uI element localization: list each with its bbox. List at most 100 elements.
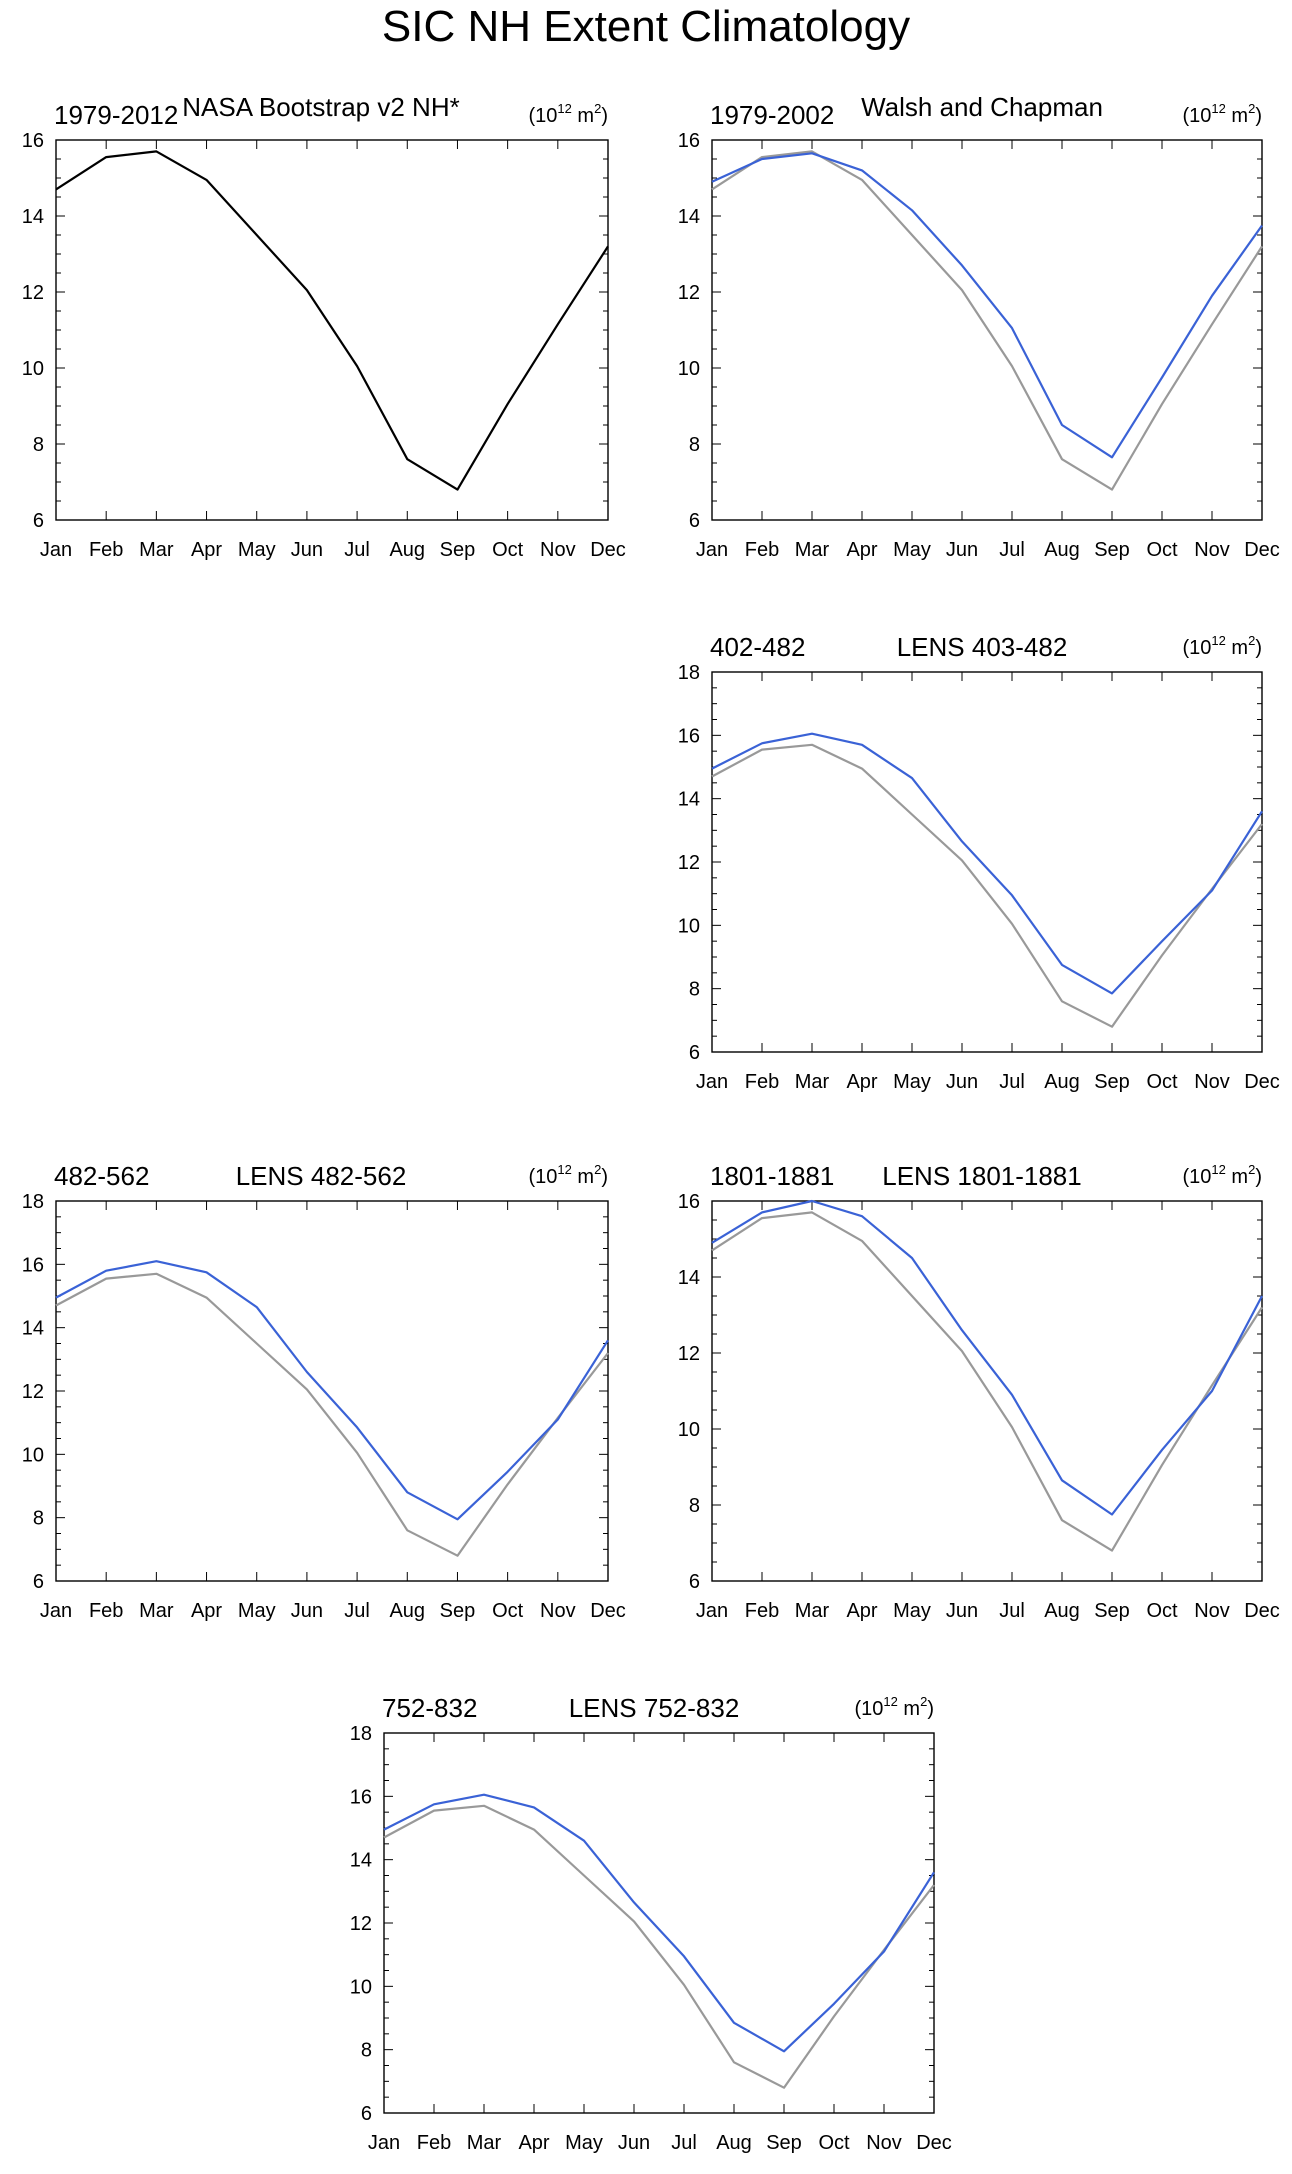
series-line-model bbox=[711, 1199, 1263, 1516]
x-tick-label: Feb bbox=[745, 1071, 779, 1093]
x-tick-label: Feb bbox=[89, 1600, 123, 1622]
y-tick-label: 10 bbox=[350, 1976, 372, 1998]
panel-walsh-chapman: 1979-2002 Walsh and Chapman (1012 m2)68101… bbox=[678, 92, 1280, 561]
y-tick-label: 6 bbox=[689, 1042, 700, 1064]
x-tick-label: Sep bbox=[766, 2132, 802, 2154]
units-open: (10 bbox=[1183, 637, 1212, 659]
x-tick-label: Nov bbox=[540, 1600, 576, 1622]
series-line-obs bbox=[711, 1211, 1263, 1552]
x-tick-label: Apr bbox=[191, 1600, 222, 1622]
x-tick-label: May bbox=[565, 2132, 603, 2154]
period-label: 1979-2002 bbox=[710, 100, 834, 130]
x-tick-label: Apr bbox=[846, 539, 877, 561]
y-tick-label: 16 bbox=[678, 725, 700, 747]
panel-title: LENS 403-482 bbox=[897, 632, 1068, 662]
units-close: ) bbox=[1255, 1166, 1262, 1188]
y-tick-label: 18 bbox=[22, 1191, 44, 1213]
x-tick-label: Dec bbox=[590, 1600, 626, 1622]
x-tick-label: Dec bbox=[1244, 1600, 1280, 1622]
y-tick-label: 6 bbox=[33, 510, 44, 532]
units-exponent-2: 2 bbox=[594, 101, 601, 116]
y-tick-label: 16 bbox=[678, 130, 700, 152]
x-tick-label: Jul bbox=[671, 2132, 697, 2154]
y-tick-label: 6 bbox=[689, 510, 700, 532]
panel-title: LENS 482-562 bbox=[236, 1161, 407, 1191]
y-tick-label: 8 bbox=[33, 1508, 44, 1530]
y-tick-label: 8 bbox=[689, 434, 700, 456]
x-tick-label: May bbox=[893, 1600, 931, 1622]
units-unit: m bbox=[1226, 105, 1248, 127]
y-tick-label: 10 bbox=[678, 1419, 700, 1441]
period-label: 1979-2012 bbox=[54, 100, 178, 130]
y-tick-label: 14 bbox=[678, 789, 700, 811]
units-exponent-2: 2 bbox=[1248, 1162, 1255, 1177]
x-tick-label: Jul bbox=[999, 1071, 1025, 1093]
y-tick-label: 8 bbox=[689, 1495, 700, 1517]
units-label: (1012 m2) bbox=[529, 101, 609, 127]
y-tick-label: 12 bbox=[22, 282, 44, 304]
panel-lens-482-562: 482-562 LENS 482-562 (1012 m2)681012141618… bbox=[22, 1161, 626, 1622]
panel-nasa-bootstrap: 1979-2012 NASA Bootstrap v2 NH* (1012 m2)6… bbox=[22, 92, 626, 561]
x-tick-label: Dec bbox=[1244, 539, 1280, 561]
series-line-model bbox=[711, 732, 1263, 995]
y-tick-label: 6 bbox=[361, 2103, 372, 2125]
units-open: (10 bbox=[529, 105, 558, 127]
units-exponent-2: 2 bbox=[1248, 633, 1255, 648]
x-tick-label: Oct bbox=[492, 539, 524, 561]
x-tick-label: Dec bbox=[590, 539, 626, 561]
x-tick-label: Aug bbox=[1044, 1600, 1080, 1622]
plot-frame bbox=[711, 671, 1263, 1053]
y-tick-label: 16 bbox=[22, 130, 44, 152]
units-close: ) bbox=[601, 1166, 608, 1188]
y-tick-label: 6 bbox=[33, 1571, 44, 1593]
panel-lens-752-832: 752-832 LENS 752-832 (1012 m2)681012141618… bbox=[350, 1693, 952, 2154]
series-line-obs bbox=[383, 1804, 935, 2089]
plot-frame bbox=[55, 1200, 609, 1582]
x-tick-label: Feb bbox=[745, 539, 779, 561]
x-tick-label: Apr bbox=[518, 2132, 549, 2154]
y-tick-label: 10 bbox=[22, 1444, 44, 1466]
x-tick-label: Aug bbox=[1044, 539, 1080, 561]
series-line-obs bbox=[711, 150, 1263, 491]
x-tick-label: Jun bbox=[946, 539, 978, 561]
x-tick-label: Aug bbox=[389, 1600, 425, 1622]
y-tick-label: 16 bbox=[350, 1786, 372, 1808]
x-tick-label: Mar bbox=[467, 2132, 502, 2154]
period-label: 482-562 bbox=[54, 1161, 149, 1191]
x-tick-label: Jul bbox=[999, 539, 1025, 561]
x-tick-label: Oct bbox=[1146, 1071, 1178, 1093]
units-exponent: 12 bbox=[883, 1694, 897, 1709]
x-tick-label: Aug bbox=[1044, 1071, 1080, 1093]
y-tick-label: 12 bbox=[678, 1343, 700, 1365]
units-exponent-2: 2 bbox=[920, 1694, 927, 1709]
figure-title: SIC NH Extent Climatology bbox=[381, 2, 911, 51]
y-tick-label: 16 bbox=[22, 1254, 44, 1276]
x-tick-label: Mar bbox=[795, 1600, 830, 1622]
x-tick-label: Feb bbox=[89, 539, 123, 561]
x-tick-label: May bbox=[893, 1071, 931, 1093]
units-label: (1012 m2) bbox=[855, 1694, 935, 1720]
x-tick-label: Aug bbox=[716, 2132, 752, 2154]
series-line-obs bbox=[55, 1272, 609, 1557]
x-tick-label: Sep bbox=[1094, 1600, 1130, 1622]
x-tick-label: Mar bbox=[795, 1071, 830, 1093]
series-line-model bbox=[383, 1793, 935, 2053]
units-exponent-2: 2 bbox=[1248, 101, 1255, 116]
period-label: 1801-1881 bbox=[710, 1161, 834, 1191]
x-tick-label: Jan bbox=[40, 539, 72, 561]
x-tick-label: Sep bbox=[440, 1600, 476, 1622]
x-tick-label: Mar bbox=[139, 539, 174, 561]
units-exponent: 12 bbox=[557, 101, 571, 116]
x-tick-label: Apr bbox=[846, 1071, 877, 1093]
x-tick-label: Aug bbox=[389, 539, 425, 561]
units-close: ) bbox=[927, 1698, 934, 1720]
y-tick-label: 14 bbox=[22, 1318, 44, 1340]
panel-title: LENS 1801-1881 bbox=[882, 1161, 1081, 1191]
x-tick-label: May bbox=[238, 539, 276, 561]
x-tick-label: Apr bbox=[191, 539, 222, 561]
x-tick-label: Jan bbox=[696, 1071, 728, 1093]
y-tick-label: 12 bbox=[22, 1381, 44, 1403]
units-exponent: 12 bbox=[1211, 1162, 1225, 1177]
y-tick-label: 10 bbox=[22, 358, 44, 380]
y-tick-label: 6 bbox=[689, 1571, 700, 1593]
